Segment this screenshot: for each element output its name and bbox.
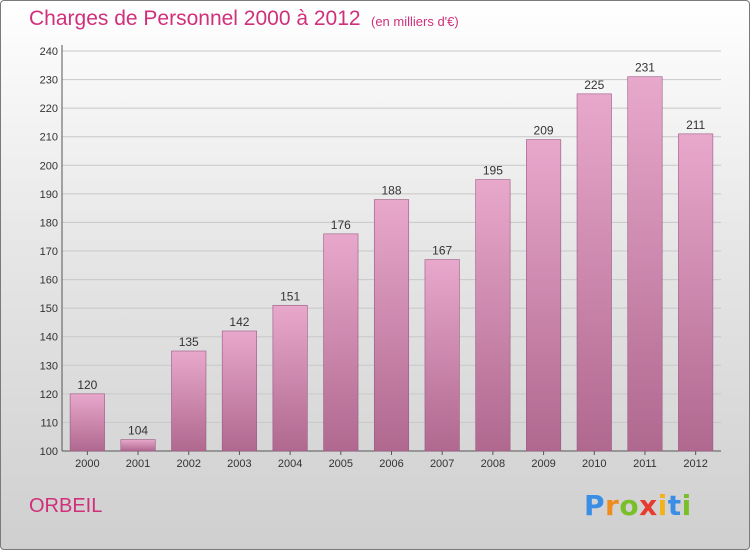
x-tick-label: 2011	[633, 458, 657, 470]
bar-2008	[475, 179, 511, 452]
bar-2004	[272, 304, 308, 452]
bar-2011	[627, 76, 663, 452]
logo-letter: o	[619, 489, 640, 522]
data-label: 104	[128, 424, 148, 438]
x-tick-label: 2004	[278, 458, 302, 470]
data-label: 176	[331, 218, 351, 232]
x-tick-label: 2012	[683, 458, 707, 470]
logo-letter: i	[681, 489, 692, 522]
bars	[69, 76, 714, 452]
x-tick-label: 2002	[176, 458, 200, 470]
chart-unit: (en milliers d'€)	[371, 14, 459, 29]
x-tick-label: 2006	[379, 458, 403, 470]
y-tick-label: 100	[40, 446, 58, 458]
bar-2001	[120, 439, 156, 452]
data-label: 188	[381, 184, 401, 198]
y-tick-label: 160	[40, 275, 58, 287]
data-label: 120	[77, 378, 97, 392]
bar-2003	[221, 330, 257, 452]
y-tick-label: 180	[40, 217, 58, 229]
y-tick-label: 240	[40, 46, 58, 58]
data-label: 209	[534, 124, 554, 138]
y-tick-label: 140	[40, 332, 58, 344]
commune-name: ORBEIL	[29, 495, 103, 517]
bar-2000	[69, 393, 105, 452]
chart-title: Charges de Personnel 2000 à 2012	[29, 7, 361, 30]
y-tick-label: 170	[40, 246, 58, 258]
y-tick-label: 120	[40, 389, 58, 401]
data-label: 135	[179, 335, 199, 349]
logo-letter: t	[667, 489, 682, 522]
x-tick-label: 2008	[481, 458, 505, 470]
x-tick-label: 2005	[329, 458, 353, 470]
y-tick-label: 230	[40, 75, 58, 87]
data-label: 142	[229, 315, 249, 329]
logo-letter: i	[657, 489, 668, 522]
y-tick-label: 200	[40, 160, 58, 172]
y-tick-label: 130	[40, 360, 58, 372]
bar-2009	[526, 139, 562, 452]
logo-letter: r	[605, 489, 620, 522]
data-label: 195	[483, 164, 503, 178]
logo-letter: x	[639, 489, 658, 522]
bar-2002	[171, 350, 207, 452]
data-label: 167	[432, 244, 452, 258]
x-tick-label: 2003	[227, 458, 251, 470]
y-tick-label: 190	[40, 189, 58, 201]
bar-2007	[424, 259, 460, 452]
data-label: 151	[280, 289, 300, 303]
bar-2010	[576, 93, 612, 452]
bar-2005	[323, 233, 359, 452]
y-tick-label: 220	[40, 103, 58, 115]
y-tick-label: 210	[40, 132, 58, 144]
data-label: 225	[584, 78, 604, 92]
proxiti-logo: Proxiti	[584, 489, 692, 522]
data-labels: 120 104 135 142 151 176 188 167 195 209 225 231 211	[77, 61, 705, 438]
bar-2012	[678, 133, 714, 452]
x-tick-label: 2001	[126, 458, 150, 470]
data-label: 211	[686, 118, 705, 132]
x-tick-label: 2000	[75, 458, 99, 470]
y-tick-label: 150	[40, 303, 58, 315]
y-tick-label: 110	[40, 417, 58, 429]
x-tick-label: 2010	[582, 458, 606, 470]
bar-2006	[373, 199, 410, 452]
x-tick-label: 2007	[430, 458, 454, 470]
data-label: 231	[635, 61, 655, 75]
logo-letter: P	[584, 489, 606, 522]
x-tick-label: 2009	[531, 458, 555, 470]
